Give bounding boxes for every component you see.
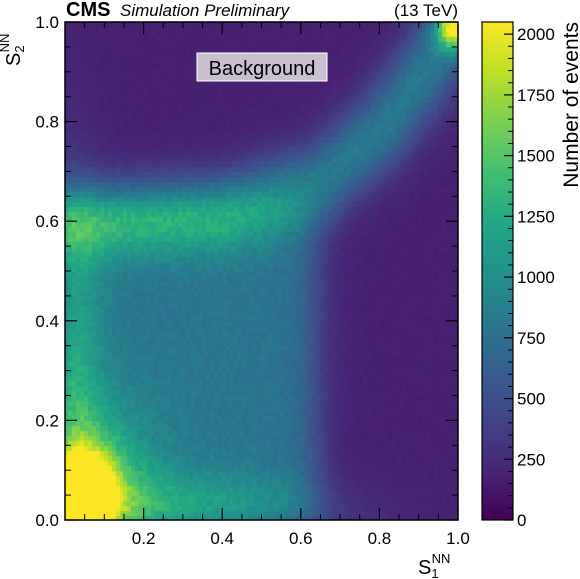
status-label: Simulation Preliminary (120, 1, 291, 20)
x-axis-title-sup: NN (432, 551, 451, 566)
panel-label-background (196, 52, 328, 82)
y-tick-label: 0.0 (35, 511, 59, 530)
y-axis-title-text: S2NN (0, 34, 27, 66)
heatmap-cells (65, 22, 458, 520)
y-axis-title-sup: NN (0, 34, 12, 53)
x-axis-title-text: S1NN (418, 551, 450, 579)
x-tick-label: 0.6 (289, 529, 313, 548)
colorbar-tick-label: 1500 (517, 147, 555, 166)
colorbar-tick-label: 2000 (517, 25, 555, 44)
x-tick-label: 0.2 (132, 529, 156, 548)
colorbar-tick-label: 1250 (517, 207, 555, 226)
y-tick-label: 0.4 (35, 312, 59, 331)
x-tick-labels: 0.2 0.4 0.6 0.8 1.0 (132, 529, 470, 548)
panel-label: Background (209, 58, 316, 80)
colorbar-ticks (504, 33, 513, 521)
plot-area: 0.2 0.4 0.6 0.8 1.0 0.0 0.2 0.4 0.6 0.8 1.0 Backg… (35, 13, 469, 548)
colorbar: 0 250 500 750 1000 1250 1500 1750 2000 Number of… (481, 21, 580, 530)
experiment-label: CMS (66, 0, 110, 21)
plot-frame (64, 21, 459, 521)
x-tick-label: 0.4 (210, 529, 234, 548)
colorbar-tick-label: 1000 (517, 268, 555, 287)
y-tick-label: 0.8 (35, 113, 59, 132)
y-tick-label: 0.6 (35, 212, 59, 231)
x-axis-title: S1NN (418, 551, 450, 579)
x-axis-title-base: S (418, 557, 431, 579)
x-tick-label: 0.8 (368, 529, 392, 548)
colorbar-title: Number of events (560, 22, 580, 188)
colorbar-tick-label: 500 (517, 390, 545, 409)
y-axis-title: S2NN (0, 34, 27, 66)
colorbar-tick-labels: 0 250 500 750 1000 1250 1500 1750 2000 (517, 25, 555, 530)
colorbar-tick-label: 250 (517, 450, 545, 469)
header: CMS Simulation Preliminary (13 TeV) (66, 0, 458, 21)
y-axis-title-sub: 2 (12, 45, 27, 52)
colorbar-tick-label: 0 (517, 511, 526, 530)
heatmap-image-container (65, 22, 458, 520)
energy-label: (13 TeV) (394, 1, 458, 20)
colorbar-gradient (481, 21, 514, 521)
colorbar-tick-label: 750 (517, 329, 545, 348)
y-axis-title-base: S (3, 53, 25, 66)
x-axis-title-sub: 1 (431, 566, 438, 579)
y-tick-label: 1.0 (35, 13, 59, 32)
colorbar-tick-label: 1750 (517, 86, 555, 105)
y-tick-label: 0.2 (35, 411, 59, 430)
x-axis-ticks (84, 22, 459, 520)
x-tick-label: 1.0 (446, 529, 470, 548)
y-tick-labels: 0.0 0.2 0.4 0.6 0.8 1.0 (35, 13, 59, 530)
panel-label-box: Background (196, 52, 328, 82)
